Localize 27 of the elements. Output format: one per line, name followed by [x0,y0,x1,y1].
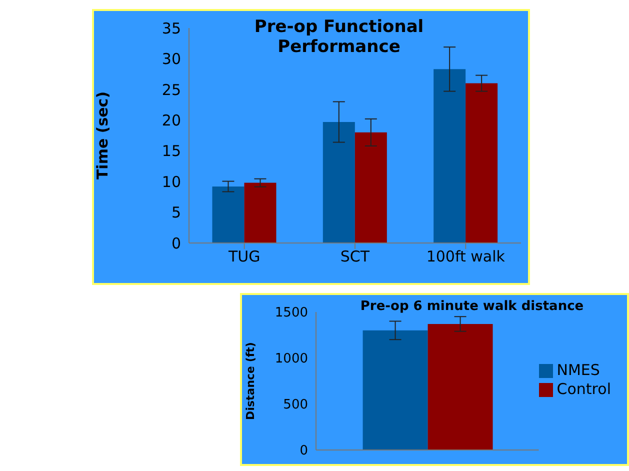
bar [212,186,244,243]
y-tick-label: 0 [171,234,181,252]
y-tick-label: 25 [162,80,181,99]
y-tick-label: 0 [300,444,308,459]
y-tick-label: 35 [162,19,181,38]
x-tick-label: TUG [227,248,260,266]
x-tick-label: 100ft walk [426,248,506,266]
y-tick-label: 30 [162,50,181,68]
y-tick-label: 5 [171,204,181,222]
bar [466,83,498,243]
y-axis-title: Time (sec) [93,91,112,180]
bar [322,122,355,243]
y-tick-label: 500 [283,398,308,413]
y-tick-label: 10 [162,172,181,191]
y-tick-label: 15 [162,142,181,160]
legend-label: Control [556,380,611,398]
legend-label: NMES [556,360,600,378]
y-axis-title: Distance (ft) [244,342,257,420]
bar [434,69,466,243]
chart-title: Pre-op Functional Performance [253,17,425,58]
y-tick-label: 1500 [274,306,308,321]
bar [244,182,276,243]
chart-title: Pre-op 6 minute walk distance [359,299,585,315]
bar [354,132,387,243]
y-tick-label: 20 [162,111,181,130]
x-tick-label: SCT [340,248,370,266]
y-tick-label: 1000 [274,352,308,367]
